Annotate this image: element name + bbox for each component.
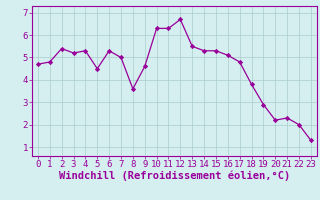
X-axis label: Windchill (Refroidissement éolien,°C): Windchill (Refroidissement éolien,°C) [59,171,290,181]
